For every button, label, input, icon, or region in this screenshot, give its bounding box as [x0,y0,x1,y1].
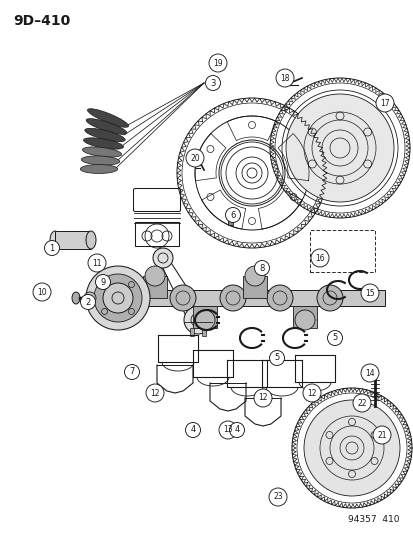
Text: 12: 12 [306,389,316,398]
Bar [55,231,91,249]
Ellipse shape [81,156,119,165]
Circle shape [153,248,173,268]
Circle shape [294,310,314,330]
Circle shape [225,207,240,222]
Ellipse shape [86,119,126,134]
Circle shape [145,266,165,286]
Circle shape [94,274,142,322]
Text: 7: 7 [129,367,134,376]
Text: 5: 5 [332,334,337,343]
Circle shape [218,421,236,439]
Circle shape [244,266,264,286]
Text: 94357  410: 94357 410 [348,515,399,524]
Ellipse shape [83,138,123,149]
Text: 17: 17 [379,99,389,108]
Ellipse shape [72,292,80,304]
Circle shape [268,488,286,506]
Text: 13: 13 [223,425,232,434]
Circle shape [86,266,150,330]
Text: 8: 8 [259,263,264,272]
Circle shape [360,284,378,302]
Bar [108,290,384,306]
Circle shape [84,292,96,304]
Bar [192,306,216,328]
Text: 11: 11 [92,259,102,268]
Circle shape [185,423,200,438]
Text: 16: 16 [314,254,324,262]
Circle shape [209,54,226,72]
Text: 21: 21 [376,431,386,440]
Text: 12: 12 [258,393,267,402]
Circle shape [44,240,59,255]
Circle shape [254,389,271,407]
Circle shape [95,274,110,289]
Circle shape [122,285,147,311]
Circle shape [80,295,95,310]
Circle shape [285,94,393,202]
Bar [202,328,206,336]
Circle shape [183,306,211,334]
Text: 9D–410: 9D–410 [13,14,70,28]
Bar [228,209,233,225]
Circle shape [316,285,342,311]
Text: 3: 3 [210,78,215,87]
Circle shape [302,384,320,402]
Circle shape [269,351,284,366]
Bar [135,222,178,246]
Text: 6: 6 [230,211,235,220]
Circle shape [375,94,393,112]
Text: 9: 9 [100,278,105,287]
Circle shape [229,423,244,438]
Ellipse shape [80,165,117,174]
Circle shape [352,394,370,412]
Circle shape [205,76,220,91]
Text: 18: 18 [280,74,289,83]
Circle shape [266,285,292,311]
Text: 15: 15 [364,288,374,297]
Text: 1: 1 [49,244,55,253]
Circle shape [303,400,399,496]
Circle shape [195,310,214,330]
Text: 23: 23 [273,492,282,502]
Text: 5: 5 [274,353,279,362]
Text: 4: 4 [234,425,239,434]
Text: 22: 22 [356,399,366,408]
Text: 4: 4 [190,425,195,434]
Text: 2: 2 [85,297,90,306]
Bar [142,276,166,298]
Bar [292,306,316,328]
Circle shape [124,365,139,379]
Bar [309,230,374,272]
Text: 20: 20 [190,154,199,163]
Ellipse shape [50,231,60,249]
Bar [190,328,194,336]
Text: 10: 10 [37,287,47,296]
Ellipse shape [82,147,121,157]
Text: 19: 19 [213,59,222,68]
Circle shape [360,364,378,382]
Circle shape [372,426,390,444]
Bar [242,276,266,298]
Circle shape [254,261,269,276]
Circle shape [88,254,106,272]
Circle shape [103,283,133,313]
Text: 12: 12 [150,389,159,398]
Ellipse shape [87,109,128,127]
Text: 14: 14 [364,368,374,377]
Ellipse shape [86,231,96,249]
Circle shape [170,285,195,311]
Circle shape [275,69,293,87]
Circle shape [185,149,204,167]
Circle shape [146,384,164,402]
Circle shape [310,249,328,267]
Ellipse shape [85,128,125,142]
Circle shape [33,283,51,301]
Circle shape [327,330,342,345]
Circle shape [219,285,245,311]
